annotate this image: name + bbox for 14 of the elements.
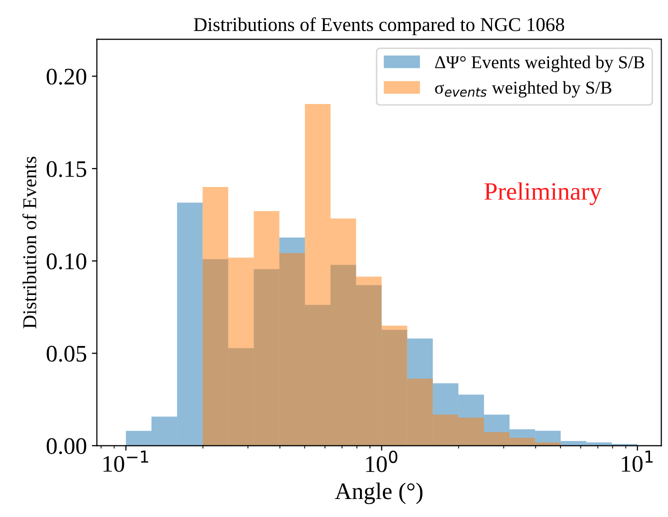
y-tick-label: 0.05 [46, 346, 86, 362]
y-tick-label: 0.20 [46, 68, 86, 85]
y-axis-title: Distribution of Events [22, 156, 36, 328]
x-tick-label: 10$^{−1}$ [104, 450, 148, 472]
y-tick-label: 0.10 [46, 253, 86, 270]
legend-label: ΔΨ° Events weighted by S/B [435, 56, 644, 72]
x-axis-title: Angle (°) [334, 482, 422, 504]
chart-title: Distributions of Events compared to NGC 1068 [194, 17, 564, 36]
annotation: Preliminary [484, 182, 602, 206]
x-tick-label: 10$^{1}$ [622, 450, 653, 472]
y-tick-label: 0.15 [46, 161, 86, 178]
x-tick-label: 10$^{0}$ [366, 450, 398, 472]
legend-label: σ$_{events}$ weighted by S/B [435, 81, 612, 98]
y-tick-label: 0.00 [46, 438, 86, 454]
